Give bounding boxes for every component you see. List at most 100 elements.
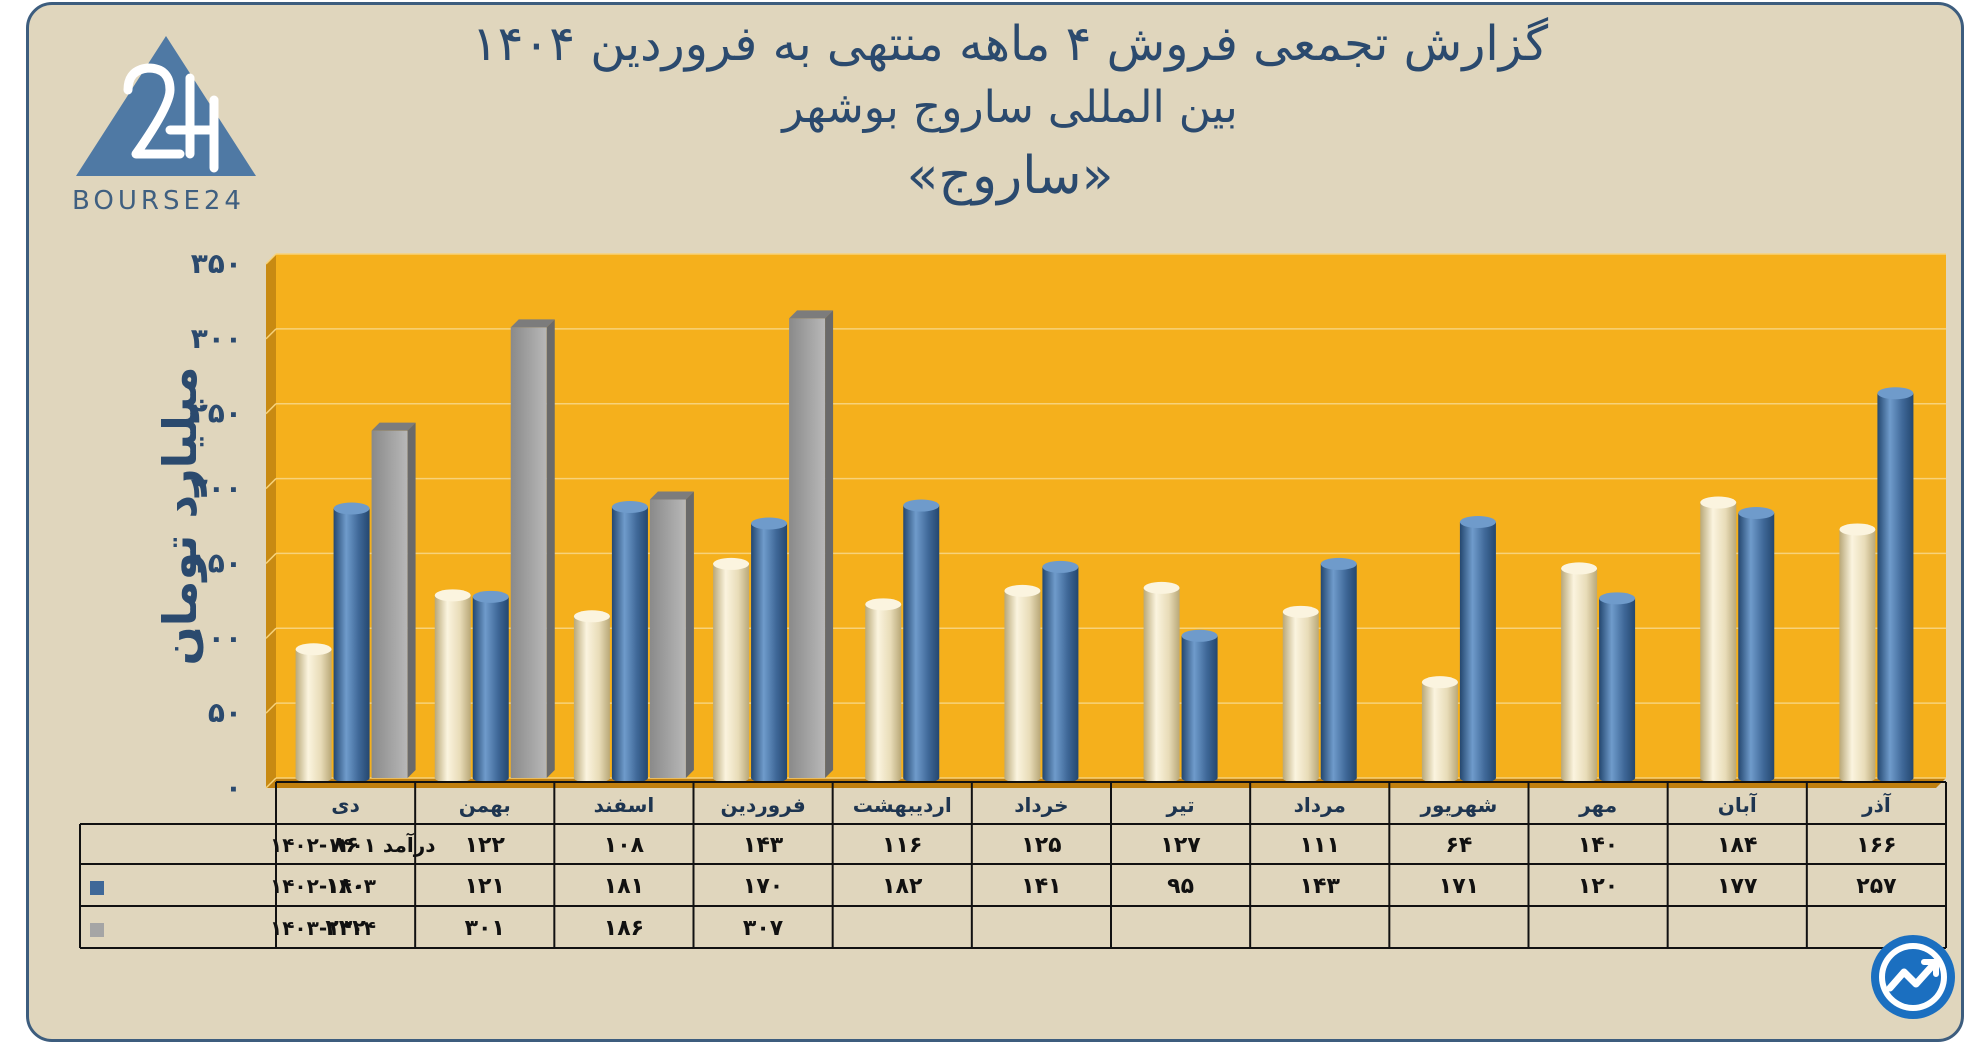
bar-1401-1402 — [1282, 605, 1319, 783]
data-label: ۱۴۱ — [1021, 874, 1061, 899]
bar-body — [1877, 393, 1914, 778]
data-label: ۶۴ — [1445, 833, 1472, 858]
y-tick-label: ۲۵۰ — [191, 397, 242, 430]
bar-body — [1282, 611, 1319, 778]
bar-base — [434, 773, 471, 783]
bar-body — [573, 616, 610, 778]
data-label: ۱۷۱ — [1439, 874, 1479, 899]
data-label: ۱۲۲ — [465, 833, 506, 858]
bar-1402-1403 — [333, 502, 370, 783]
bar-base — [1561, 773, 1598, 783]
bar-1402-1403 — [1042, 560, 1079, 783]
logo-text: BOURSE24 — [72, 186, 245, 216]
bar-cap — [1459, 515, 1496, 528]
category-label: تیر — [1166, 793, 1195, 817]
y-axis-label: میلیارد تومان — [153, 366, 207, 665]
bar-side — [407, 422, 416, 778]
bar-1402-1403 — [1459, 515, 1496, 783]
y-tick-label: ۲۰۰ — [191, 472, 242, 505]
y-tick-label: ۱۰۰ — [191, 621, 242, 654]
bar-1401-1402 — [434, 589, 471, 783]
bar-base — [1738, 773, 1775, 783]
data-label: ۱۷۰ — [743, 874, 783, 899]
bar-cap — [713, 557, 750, 570]
bar-base — [865, 773, 902, 783]
bar-body — [333, 508, 370, 778]
data-label: ۱۴۳ — [743, 833, 784, 858]
bar-body — [510, 327, 547, 778]
bar-base — [333, 773, 370, 783]
bar-body — [713, 563, 750, 778]
bar-cap — [1421, 676, 1458, 689]
data-label: ۱۸۴ — [1717, 833, 1757, 858]
bar-1401-1402 — [573, 610, 610, 783]
bar-body — [1839, 529, 1876, 778]
bar-base — [573, 773, 610, 783]
plot-side-wall — [266, 254, 276, 788]
category-label: آبان — [1718, 792, 1758, 817]
bar-cap — [611, 501, 648, 514]
bar-base — [1004, 773, 1041, 783]
gridline-side — [265, 777, 277, 789]
data-label: ۱۲۱ — [465, 874, 505, 899]
gridline-side — [265, 328, 277, 340]
bar-body — [371, 430, 408, 778]
bar-cap — [1282, 605, 1319, 618]
bar-base — [1320, 773, 1357, 783]
gridline-side — [265, 702, 277, 714]
series-row-label: ۱۴۰۳-۱۴۰۴ — [270, 916, 376, 940]
bar-body — [903, 505, 940, 778]
bar-side — [825, 310, 834, 778]
bar-1402-1403 — [1877, 387, 1914, 783]
y-tick-label: ۰ — [225, 771, 242, 804]
data-label: ۱۰۸ — [604, 833, 645, 858]
bar-base — [903, 773, 940, 783]
bar-base — [1700, 773, 1737, 783]
bar-1402-1403 — [611, 501, 648, 783]
bar-1401-1402 — [865, 598, 902, 783]
category-label: آذر — [1861, 792, 1892, 817]
chart-subtitle: بین المللی ساروج بوشهر — [782, 82, 1238, 133]
legend-key — [90, 923, 104, 937]
y-tick-label: ۱۵۰ — [191, 546, 242, 579]
bar-body — [789, 318, 826, 778]
bar-body — [1599, 598, 1636, 778]
series-row-label: ۱۴۰۲-۱۴۰۳ — [270, 874, 376, 898]
bar-body — [472, 596, 509, 778]
bar-cap — [1004, 584, 1041, 597]
bar-base — [1181, 773, 1218, 783]
bar-body — [1700, 502, 1737, 778]
bar-1401-1402 — [1561, 562, 1598, 783]
bar-top — [789, 310, 834, 319]
bar-body — [611, 507, 648, 778]
bar-base — [1877, 773, 1914, 783]
bar-1402-1403 — [903, 499, 940, 783]
bar-1401-1402 — [1839, 523, 1876, 783]
bar-body — [1181, 635, 1218, 778]
bar-body — [1042, 566, 1079, 778]
bar-body — [1459, 521, 1496, 778]
series-row-label: درآمد ۱۴۰۱-۱۴۰۲ — [270, 832, 436, 857]
bar-cap — [903, 499, 940, 512]
bar-1402-1403 — [751, 517, 788, 783]
bar-body — [295, 649, 332, 778]
bar-body — [1738, 513, 1775, 778]
bar-cap — [1839, 523, 1876, 536]
bar-base — [751, 773, 788, 783]
bar-cap — [865, 598, 902, 611]
category-label: خرداد — [1014, 793, 1068, 817]
data-label: ۱۲۰ — [1578, 874, 1618, 899]
bar-body — [1320, 563, 1357, 778]
bar-cap — [1042, 560, 1079, 573]
bar-body — [1421, 682, 1458, 778]
bar-top — [371, 422, 416, 431]
bar-cap — [333, 502, 370, 515]
data-label: ۱۸۰ — [325, 874, 365, 899]
bar-top — [649, 491, 694, 500]
data-label: ۱۴۳ — [1300, 874, 1341, 899]
data-label: ۱۲۵ — [1021, 833, 1061, 858]
y-tick-label: ۵۰ — [208, 696, 242, 729]
y-tick-label: ۳۰۰ — [191, 322, 242, 355]
bar-top — [510, 319, 555, 328]
